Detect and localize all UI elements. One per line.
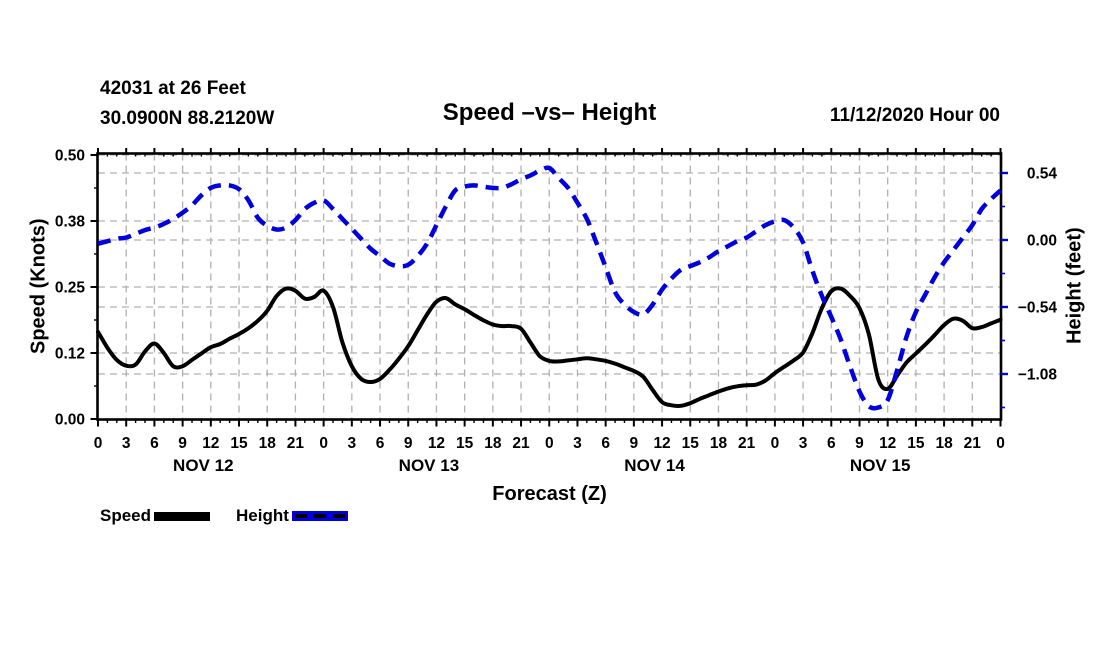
height-curve <box>97 165 1002 411</box>
station-id: 42031 at 26 Feet <box>100 78 246 99</box>
x-tick-label: 9 <box>630 435 639 452</box>
legend-swatch-speed-solid-line <box>154 511 211 521</box>
chart-legend: Speed Height <box>100 506 348 526</box>
x-tick-label: 15 <box>230 435 248 452</box>
x-tick-label: 12 <box>428 435 445 452</box>
y-right-tick-label: 0.54 <box>1027 166 1058 183</box>
x-tick-label: 18 <box>935 435 953 452</box>
legend-item-height: Height <box>236 506 348 526</box>
x-axis-title: Forecast (Z) <box>492 483 607 505</box>
x-tick-label: 9 <box>404 435 413 452</box>
y-left-tick-label: 0.38 <box>55 214 86 231</box>
x-tick-label: 15 <box>456 435 474 452</box>
x-tick-label: 6 <box>376 435 385 452</box>
x-tick-label: 21 <box>738 435 756 452</box>
y-right-tick-label: −1.08 <box>1018 366 1058 383</box>
y-right-tick-label: −0.54 <box>1018 299 1058 316</box>
y-left-tick-label: 0.50 <box>55 148 85 165</box>
x-day-label: NOV 12 <box>173 456 233 475</box>
x-tick-label: 3 <box>122 435 131 452</box>
x-tick-label: 6 <box>601 435 610 452</box>
x-day-label: NOV 14 <box>624 456 685 475</box>
x-tick-label: 3 <box>573 435 582 452</box>
x-day-label: NOV 15 <box>850 456 910 475</box>
x-tick-label: 21 <box>287 435 305 452</box>
x-tick-label: 9 <box>178 435 187 452</box>
y-left-tick-label: 0.12 <box>55 346 85 363</box>
legend-swatch-height-dashed-line <box>291 511 348 521</box>
x-tick-label: 3 <box>348 435 357 452</box>
y-right-tick-label: 0.00 <box>1027 233 1057 250</box>
x-tick-label: 21 <box>512 435 530 452</box>
x-tick-label: 12 <box>653 435 670 452</box>
x-tick-label: 0 <box>94 435 103 452</box>
x-tick-label: 0 <box>996 435 1005 452</box>
chart-title: Speed –vs– Height <box>442 99 657 126</box>
x-tick-label: 18 <box>259 435 277 452</box>
speed-curve <box>96 286 1003 408</box>
forecast-datetime: 11/12/2020 Hour 00 <box>829 105 1000 126</box>
x-tick-label: 12 <box>879 435 896 452</box>
x-tick-label: 15 <box>907 435 925 452</box>
x-tick-label: 9 <box>855 435 864 452</box>
x-tick-label: 0 <box>771 435 780 452</box>
x-tick-label: 6 <box>827 435 836 452</box>
x-tick-label: 18 <box>710 435 728 452</box>
x-tick-label: 18 <box>484 435 502 452</box>
legend-item-speed: Speed <box>100 506 211 526</box>
x-tick-label: 15 <box>682 435 700 452</box>
x-tick-label: 12 <box>202 435 219 452</box>
x-day-label: NOV 13 <box>399 456 459 475</box>
legend-label-speed: Speed <box>100 506 152 525</box>
legend-swatch-height-dashes <box>294 514 345 518</box>
station-coordinates: 30.0900N 88.2120W <box>100 108 275 129</box>
station-header: 42031 at 26 Feet 30.0900N 88.2120W <box>100 74 274 134</box>
x-tick-label: 3 <box>799 435 808 452</box>
y-left-tick-label: 0.25 <box>55 280 86 297</box>
x-tick-label: 6 <box>150 435 159 452</box>
y-left-tick-label: 0.00 <box>55 412 85 429</box>
legend-label-height: Height <box>236 506 289 525</box>
x-tick-label: 21 <box>964 435 982 452</box>
x-tick-label: 0 <box>319 435 328 452</box>
x-tick-label: 0 <box>545 435 554 452</box>
